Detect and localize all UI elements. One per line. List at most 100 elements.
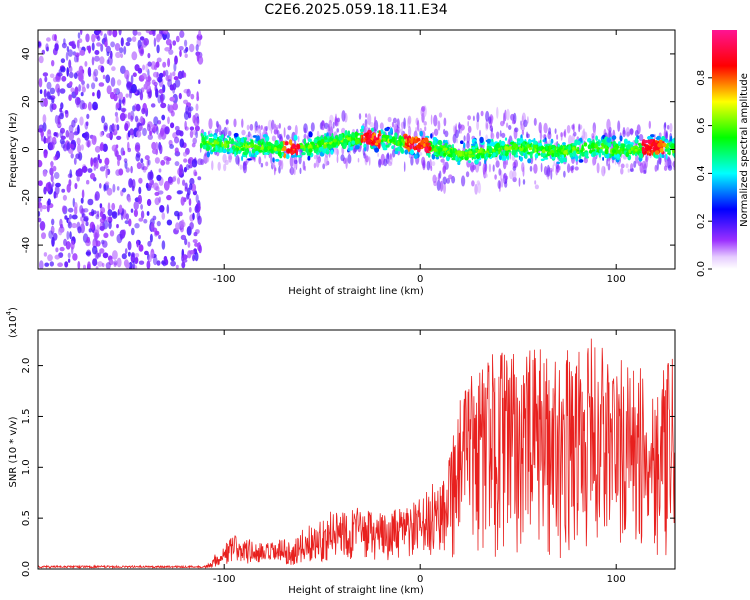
spectrogram-noise-cell (86, 113, 90, 120)
spectrogram-ridge-cell (388, 131, 391, 136)
spectrogram-noise-cell (166, 204, 170, 214)
spectrogram-noise-cell (106, 85, 112, 95)
spectrogram-noise-cell (71, 40, 76, 49)
spectrogram-noise-cell (73, 55, 79, 63)
spectrogram-halo-cell (463, 135, 466, 142)
spectrogram-ridge-cell (478, 149, 483, 153)
spectrogram-noise-cell (96, 35, 101, 42)
spectrogram-ridge-cell (527, 151, 531, 155)
spectrogram-noise-cell (140, 162, 145, 171)
spectrogram-halo-cell (424, 126, 427, 132)
spectrogram-ridge-cell (533, 140, 538, 145)
spectrogram-noise-cell (146, 123, 151, 132)
spectrogram-noise-cell (125, 93, 129, 98)
spectrogram-ridge-cell (578, 155, 582, 160)
spectrogram-halo-cell (617, 120, 621, 132)
spectrogram-noise-cell (191, 142, 196, 148)
spectrogram-ridge-cell (293, 134, 298, 141)
spectrogram-ridge-cell (233, 132, 239, 138)
spectrogram-noise-cell (152, 123, 157, 132)
spectrogram-ridge-cell (557, 151, 560, 157)
spectrogram-halo-cell (280, 159, 284, 170)
spectrogram-ridge-cell (619, 135, 623, 141)
spectrogram-ridge-cell (208, 137, 214, 143)
spectrogram-ridge-cell (275, 158, 280, 162)
spectrogram-halo-cell (324, 155, 329, 167)
spectrogram-ridge-cell (245, 143, 248, 150)
spectrogram-noise-cell (116, 186, 120, 191)
spectrogram-halo-cell (461, 175, 466, 187)
spectrogram-ridge-cell (670, 135, 673, 142)
colorbar-tick-label: 0.6 (696, 118, 707, 134)
spectrogram-ridge-cell (381, 142, 386, 149)
spectrogram-ridge-cell (423, 143, 426, 147)
spectrogram-ridge-cell (437, 147, 443, 152)
spectrogram-halo-cell (641, 160, 646, 169)
spectrogram-halo-cell (387, 116, 392, 123)
spectrogram-halo-cell (622, 127, 626, 135)
spectrogram-halo-cell (518, 177, 521, 187)
spectrogram-ridge-cell (254, 150, 259, 156)
spectrogram-ridge-cell (543, 157, 549, 160)
spectrogram-ridge-cell (457, 161, 461, 165)
spectrogram-noise-cell (77, 168, 83, 177)
spectrogram-halo-cell (287, 125, 292, 131)
spectrogram-halo-cell (494, 174, 497, 180)
spectrogram-halo-cell (654, 164, 658, 172)
spectrogram-ridge-cell (315, 147, 318, 152)
colorbar-gradient (712, 30, 737, 269)
spectrogram-noise-cell (51, 97, 55, 104)
spectrogram-halo-cell (400, 128, 404, 135)
spectrogram-halo-cell (249, 123, 254, 131)
spectrogram-noise-cell (95, 240, 101, 247)
spectrogram-noise-cell (140, 158, 144, 164)
spectrogram-ridge-cell (424, 137, 429, 144)
snr-y-tick-label: 1.5 (21, 408, 32, 424)
spectrogram-noise-cell (67, 258, 71, 263)
spectrogram-ridge-cell (267, 141, 272, 147)
spectrogram-halo-cell (334, 118, 339, 127)
spectrogram-ridge-cell (659, 147, 664, 153)
spectrogram-noise-cell (138, 186, 142, 195)
spectrogram-noise-cell (51, 236, 55, 247)
spectrogram-ridge-cell (344, 135, 348, 139)
spectrogram-ridge-cell (604, 148, 609, 155)
spectrogram-noise-cell (109, 124, 113, 134)
spectrogram-ridge-cell (343, 143, 347, 149)
spectrogram-ridge-cell (308, 131, 313, 138)
spectrogram-noise-cell (68, 59, 72, 69)
spectrogram-noise-cell (99, 183, 102, 189)
spectrogram-noise-cell (74, 96, 81, 106)
spectrogram-halo-cell (452, 133, 457, 144)
spectrogram-ridge-cell (225, 140, 230, 143)
spectrogram-noise-cell (121, 98, 125, 104)
spectrogram-ridge-cell (330, 149, 334, 155)
spectrogram-ridge-cell (483, 155, 486, 160)
spectrogram-halo-cell (446, 178, 451, 184)
spectrogram-noise-cell (179, 130, 184, 137)
spectrogram-halo-cell (241, 118, 244, 128)
spectrogram-noise-cell (192, 137, 197, 145)
spectrogram-ridge-cell (287, 149, 291, 153)
spectrogram-halo-cell (570, 167, 574, 174)
spectrogram-ridge-cell (561, 154, 565, 159)
spectrogram-noise-cell (75, 153, 81, 159)
spectrogram-noise-cell (152, 255, 158, 266)
spectrogram-noise-cell (95, 160, 99, 169)
spectrogram-ridge-cell (635, 136, 638, 143)
spectrogram-halo-cell (571, 124, 575, 130)
spectrogram-halo-cell (289, 155, 294, 168)
spectrogram-halo-cell (470, 161, 475, 173)
spectrogram-noise-cell (39, 89, 43, 94)
spectrogram-halo-cell (265, 126, 268, 131)
spectrogram-halo-cell (578, 123, 581, 133)
spectrogram-noise-cell (154, 197, 160, 206)
spectrogram-halo-cell (235, 154, 240, 165)
spectrogram-noise-cell (38, 180, 43, 187)
spectrogram-noise-cell (67, 207, 74, 213)
spectrogram-ridge-cell (504, 146, 509, 151)
spectrogram-ridge-cell (283, 153, 287, 159)
spectrogram-ridge-cell (447, 144, 452, 148)
colorbar-tick-label: 0.0 (696, 261, 707, 277)
spectrogram-noise-cell (181, 261, 186, 269)
